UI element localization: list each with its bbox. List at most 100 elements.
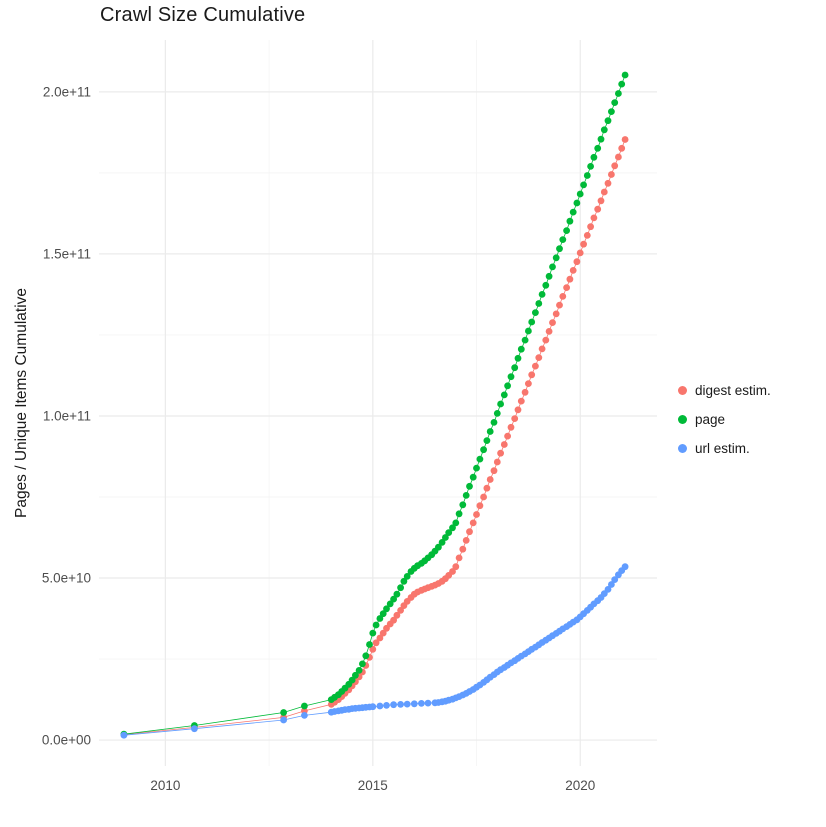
data-point-page bbox=[369, 629, 377, 637]
data-point-digest-estim bbox=[493, 458, 501, 466]
data-point-page bbox=[352, 671, 359, 679]
data-point-page bbox=[576, 190, 584, 198]
data-point-digest-estim bbox=[500, 441, 508, 448]
data-point-page bbox=[521, 336, 529, 344]
data-point-url-estim bbox=[301, 712, 308, 719]
data-point-digest-estim bbox=[600, 188, 608, 196]
data-point-digest-estim bbox=[545, 328, 553, 335]
data-point-digest-estim bbox=[563, 284, 570, 291]
legend-dot-page bbox=[678, 414, 687, 424]
data-point-page bbox=[600, 126, 608, 134]
y-tick-label: 2.0e+11 bbox=[43, 84, 91, 99]
data-point-page bbox=[538, 291, 546, 298]
data-point-digest-estim bbox=[580, 240, 587, 248]
y-tick-label: 1.5e+11 bbox=[43, 246, 91, 261]
data-point-page bbox=[386, 600, 394, 608]
data-point-url-estim bbox=[120, 731, 128, 739]
data-point-digest-estim bbox=[576, 249, 584, 257]
data-point-page bbox=[459, 501, 467, 509]
data-point-url-estim bbox=[608, 581, 615, 588]
data-point-page bbox=[604, 117, 612, 125]
data-point-page bbox=[615, 90, 622, 97]
data-point-url-estim bbox=[397, 701, 404, 708]
legend-item-digest-estim: digest estim. bbox=[678, 380, 771, 400]
data-point-page bbox=[376, 615, 384, 622]
legend-label-digest-estim: digest estim. bbox=[695, 382, 771, 398]
data-point-digest-estim bbox=[559, 293, 567, 300]
data-point-page bbox=[435, 543, 442, 551]
data-point-page bbox=[559, 236, 567, 244]
data-point-url-estim bbox=[611, 576, 619, 583]
data-point-page bbox=[580, 181, 587, 189]
data-point-digest-estim bbox=[542, 336, 550, 344]
data-point-page bbox=[556, 245, 563, 253]
data-point-digest-estim bbox=[615, 153, 622, 161]
data-point-page bbox=[525, 327, 532, 335]
data-point-url-estim bbox=[621, 563, 629, 571]
series-digest-estim bbox=[120, 136, 629, 738]
chart-title: Crawl Size Cumulative bbox=[100, 4, 306, 26]
data-point-page bbox=[507, 373, 515, 381]
data-point-page bbox=[469, 473, 477, 481]
data-point-page bbox=[476, 455, 484, 463]
data-point-page bbox=[590, 153, 598, 161]
data-point-digest-estim bbox=[611, 162, 619, 170]
data-point-page bbox=[618, 80, 626, 88]
series-page bbox=[120, 71, 629, 738]
data-point-url-estim bbox=[369, 703, 377, 711]
data-point-digest-estim bbox=[476, 502, 484, 510]
data-point-page bbox=[480, 446, 487, 454]
data-point-page bbox=[542, 281, 550, 289]
data-point-page bbox=[566, 217, 574, 225]
data-point-page bbox=[497, 400, 504, 408]
data-point-digest-estim bbox=[569, 267, 577, 274]
data-point-url-estim bbox=[418, 700, 425, 707]
data-point-page bbox=[348, 676, 356, 684]
data-point-page bbox=[466, 482, 473, 490]
data-point-digest-estim bbox=[469, 519, 477, 527]
data-point-digest-estim bbox=[594, 205, 602, 213]
data-point-digest-estim bbox=[376, 634, 384, 642]
data-point-digest-estim bbox=[587, 223, 594, 231]
y-tick-label: 0.0e+00 bbox=[42, 733, 91, 748]
data-point-digest-estim bbox=[566, 275, 574, 283]
data-point-digest-estim bbox=[452, 563, 460, 571]
data-point-digest-estim bbox=[583, 232, 591, 239]
data-point-page bbox=[514, 354, 522, 362]
data-point-digest-estim bbox=[490, 467, 498, 475]
data-point-digest-estim bbox=[486, 476, 494, 483]
data-point-digest-estim bbox=[480, 493, 487, 501]
data-point-url-estim bbox=[424, 699, 432, 707]
data-point-digest-estim bbox=[535, 354, 543, 361]
data-point-digest-estim bbox=[483, 484, 491, 492]
data-point-page bbox=[608, 108, 615, 115]
data-point-digest-estim bbox=[521, 388, 529, 396]
data-point-digest-estim bbox=[590, 214, 598, 222]
data-point-page bbox=[545, 272, 553, 280]
data-point-page bbox=[528, 318, 536, 326]
data-point-digest-estim bbox=[507, 423, 515, 431]
data-point-digest-estim bbox=[449, 568, 456, 575]
data-point-page bbox=[594, 144, 602, 152]
data-point-digest-estim bbox=[597, 197, 605, 205]
data-point-page bbox=[372, 621, 380, 629]
data-point-page bbox=[535, 300, 543, 307]
data-point-page bbox=[569, 208, 577, 216]
data-point-page bbox=[355, 667, 363, 674]
data-point-digest-estim bbox=[514, 406, 522, 414]
data-point-page bbox=[445, 529, 453, 536]
data-point-page bbox=[449, 524, 456, 532]
data-point-digest-estim bbox=[462, 537, 470, 544]
legend-label-page: page bbox=[695, 411, 726, 427]
data-point-page bbox=[587, 163, 594, 170]
legend-item-page: page bbox=[678, 409, 771, 429]
data-point-digest-estim bbox=[504, 432, 511, 440]
legend-item-url-estim: url estim. bbox=[678, 438, 771, 458]
series-url-estim bbox=[120, 563, 629, 739]
y-tick-label: 1.0e+11 bbox=[43, 408, 91, 423]
data-point-digest-estim bbox=[532, 362, 539, 370]
data-point-digest-estim bbox=[497, 449, 504, 457]
data-point-page bbox=[552, 254, 560, 262]
data-point-page bbox=[597, 135, 605, 143]
